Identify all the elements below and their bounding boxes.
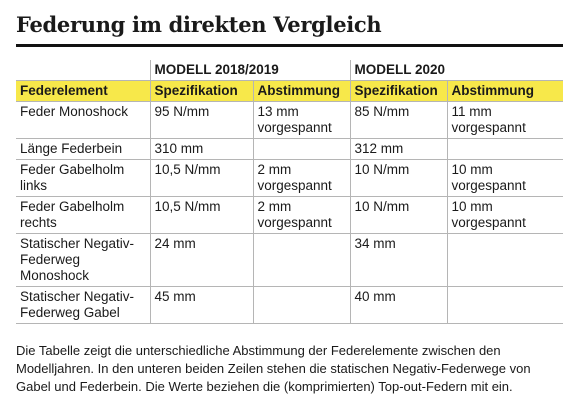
table-row: Länge Federbein 310 mm 312 mm — [16, 138, 564, 160]
table-cell: 34 mm — [349, 233, 448, 287]
header-cell: Federelement — [16, 80, 151, 102]
table-row: Feder Gabelholm rechts 10,5 N/mm 2 mm vorg… — [16, 196, 564, 234]
table-cell — [446, 233, 564, 287]
group-row: MODELL 2018/2019 MODELL 2020 — [16, 60, 564, 81]
table-cell: 24 mm — [149, 233, 254, 287]
group-cell: MODELL 2018/2019 — [149, 60, 351, 81]
table-cell — [252, 286, 351, 324]
table-cell: 11 mm vorgespannt — [446, 101, 564, 139]
table-cell: 2 mm vorgespannt — [252, 159, 351, 197]
table-cell: 45 mm — [149, 286, 254, 324]
table-cell: 95 N/mm — [149, 101, 254, 139]
table-cell: 10 mm vorgespannt — [446, 196, 564, 234]
table-row: Feder Gabelholm links 10,5 N/mm 2 mm vorge… — [16, 159, 564, 197]
table-cell: Statischer Negativ-Federweg Gabel — [16, 286, 151, 324]
table-cell: 312 mm — [349, 138, 448, 160]
table-cell: 10,5 N/mm — [149, 196, 254, 234]
header-cell: Spezifikation — [349, 80, 448, 102]
table-cell: 310 mm — [149, 138, 254, 160]
table-row: Statischer Negativ-Federweg Monoshock 24 … — [16, 233, 564, 287]
table-cell: 10 N/mm — [349, 159, 448, 197]
table-cell: Feder Gabelholm links — [16, 159, 151, 197]
group-cell: MODELL 2020 — [349, 60, 564, 81]
group-cell — [16, 60, 151, 81]
header-cell: Abstimmung — [252, 80, 351, 102]
table-cell — [446, 138, 564, 160]
table-cell: 10 N/mm — [349, 196, 448, 234]
table-cell: 85 N/mm — [349, 101, 448, 139]
header-row: Federelement Spezifikation Abstimmung Spezi… — [16, 80, 564, 102]
header-cell: Spezifikation — [149, 80, 254, 102]
table-cell: 13 mm vorgespannt — [252, 101, 351, 139]
table-cell: 40 mm — [349, 286, 448, 324]
title: Federung im direkten Vergleich — [16, 12, 382, 37]
title-rule — [16, 44, 563, 47]
table-cell: 10,5 N/mm — [149, 159, 254, 197]
table-cell: Statischer Negativ-Federweg Monoshock — [16, 233, 151, 287]
table-cell — [446, 286, 564, 324]
footer-text: Die Tabelle zeigt die unterschiedliche A… — [16, 343, 531, 394]
table-row: Feder Monoshock 95 N/mm 13 mm vorgespannt 8… — [16, 101, 564, 139]
header-cell: Abstimmung — [446, 80, 564, 102]
table-cell: 2 mm vorgespannt — [252, 196, 351, 234]
table-cell: Feder Gabelholm rechts — [16, 196, 151, 234]
table-cell — [252, 138, 351, 160]
table-row: Statischer Negativ-Federweg Gabel 45 mm 40… — [16, 286, 564, 324]
table-cell — [252, 233, 351, 287]
table-cell: 10 mm vorgespannt — [446, 159, 564, 197]
table-cell: Feder Monoshock — [16, 101, 151, 139]
comparison-table: MODELL 2018/2019 MODELL 2020 Federelement S… — [16, 60, 564, 324]
table-cell: Länge Federbein — [16, 138, 151, 160]
